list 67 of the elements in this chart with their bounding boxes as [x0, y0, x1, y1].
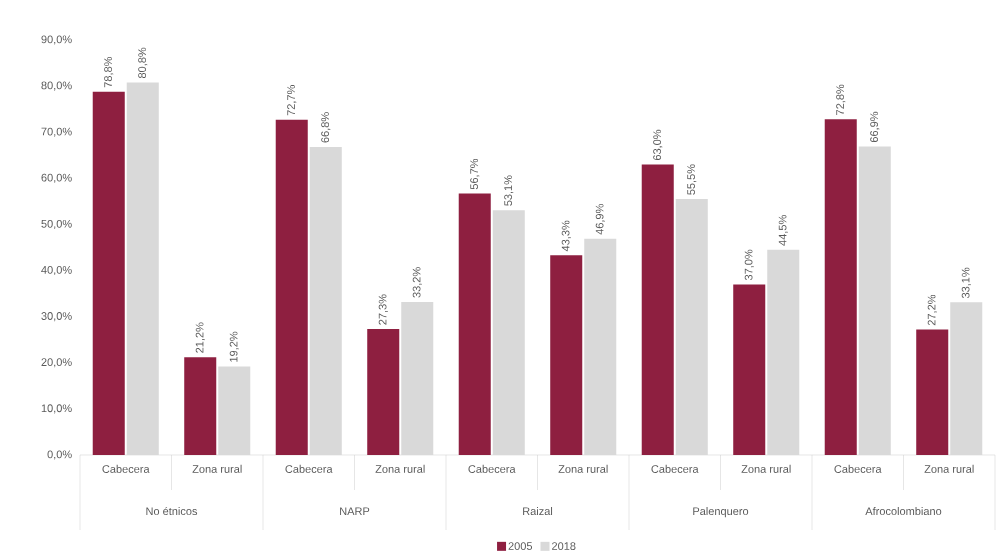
legend-label: 2005 — [508, 541, 533, 550]
x-tick-label: Zona rural — [375, 464, 425, 473]
y-tick-label: 60,0% — [41, 173, 72, 183]
data-label: 19,2% — [229, 331, 239, 362]
text: Afrocolombiano — [865, 506, 942, 515]
bar — [767, 249, 800, 455]
text: No étnicos — [146, 506, 198, 515]
y-tick-label: 40,0% — [41, 265, 72, 275]
bar — [492, 209, 525, 455]
bar — [92, 91, 125, 455]
bar — [126, 82, 159, 455]
x-tick-label: Cabecera — [468, 464, 516, 473]
data-label: 44,5% — [778, 214, 788, 246]
data-label: 80,8% — [138, 47, 148, 78]
x-tick-label: Cabecera — [285, 464, 333, 473]
bar — [275, 119, 308, 455]
y-tick-label: 70,0% — [41, 127, 72, 137]
data-label: 33,1% — [961, 267, 971, 298]
x-tick-label: Zona rural — [192, 464, 242, 473]
data-label: 33,2% — [412, 267, 422, 298]
y-tick-label: 90,0% — [41, 35, 72, 45]
x-tick-label: Zona rural — [741, 464, 791, 473]
x-tick-label: Zona rural — [558, 464, 608, 473]
y-tick-label: 80,0% — [41, 81, 72, 91]
data-label: 27,3% — [378, 294, 388, 325]
bar — [950, 302, 983, 455]
data-label: 56,7% — [470, 158, 480, 190]
data-label: 63,0% — [653, 129, 663, 160]
bar — [401, 301, 434, 455]
data-label: 72,8% — [836, 84, 846, 115]
bar — [858, 146, 891, 455]
x-tick-label: Cabecera — [834, 464, 882, 473]
data-label: 53,1% — [504, 175, 514, 206]
bar — [733, 284, 766, 455]
bar — [309, 146, 342, 455]
bar — [641, 164, 674, 455]
data-label: 78,8% — [104, 56, 114, 87]
data-label: 21,2% — [195, 322, 205, 353]
bar — [367, 328, 400, 455]
bar — [916, 329, 949, 455]
bar — [584, 238, 617, 455]
y-tick-label: 50,0% — [41, 219, 72, 229]
legend-label: 2018 — [552, 541, 576, 550]
data-label: 46,9% — [595, 203, 605, 235]
data-label: 72,7% — [287, 84, 297, 116]
text: Raizal — [523, 506, 553, 515]
text: Palenquero — [693, 506, 749, 518]
bar — [218, 366, 251, 455]
bar — [675, 198, 708, 455]
y-tick-label: 10,0% — [41, 404, 72, 414]
data-label: 66,9% — [870, 111, 880, 142]
data-label: 37,0% — [744, 249, 754, 280]
bar — [550, 255, 583, 455]
x-tick-label: Zona rural — [924, 464, 974, 473]
text: NARP — [340, 507, 370, 515]
x-tick-label: Cabecera — [102, 464, 150, 473]
x-tick-label: Cabecera — [651, 464, 699, 473]
bar — [824, 119, 857, 455]
bar — [458, 193, 491, 455]
y-tick-label: 30,0% — [41, 311, 72, 321]
data-label: 66,8% — [321, 112, 331, 143]
bar — [184, 357, 217, 455]
y-tick-label: 0,0% — [47, 450, 72, 460]
y-tick-label: 20,0% — [41, 357, 72, 368]
data-label: 27,2% — [927, 294, 937, 325]
data-label: 43,3% — [561, 220, 571, 251]
data-label: 55,5% — [687, 164, 697, 195]
